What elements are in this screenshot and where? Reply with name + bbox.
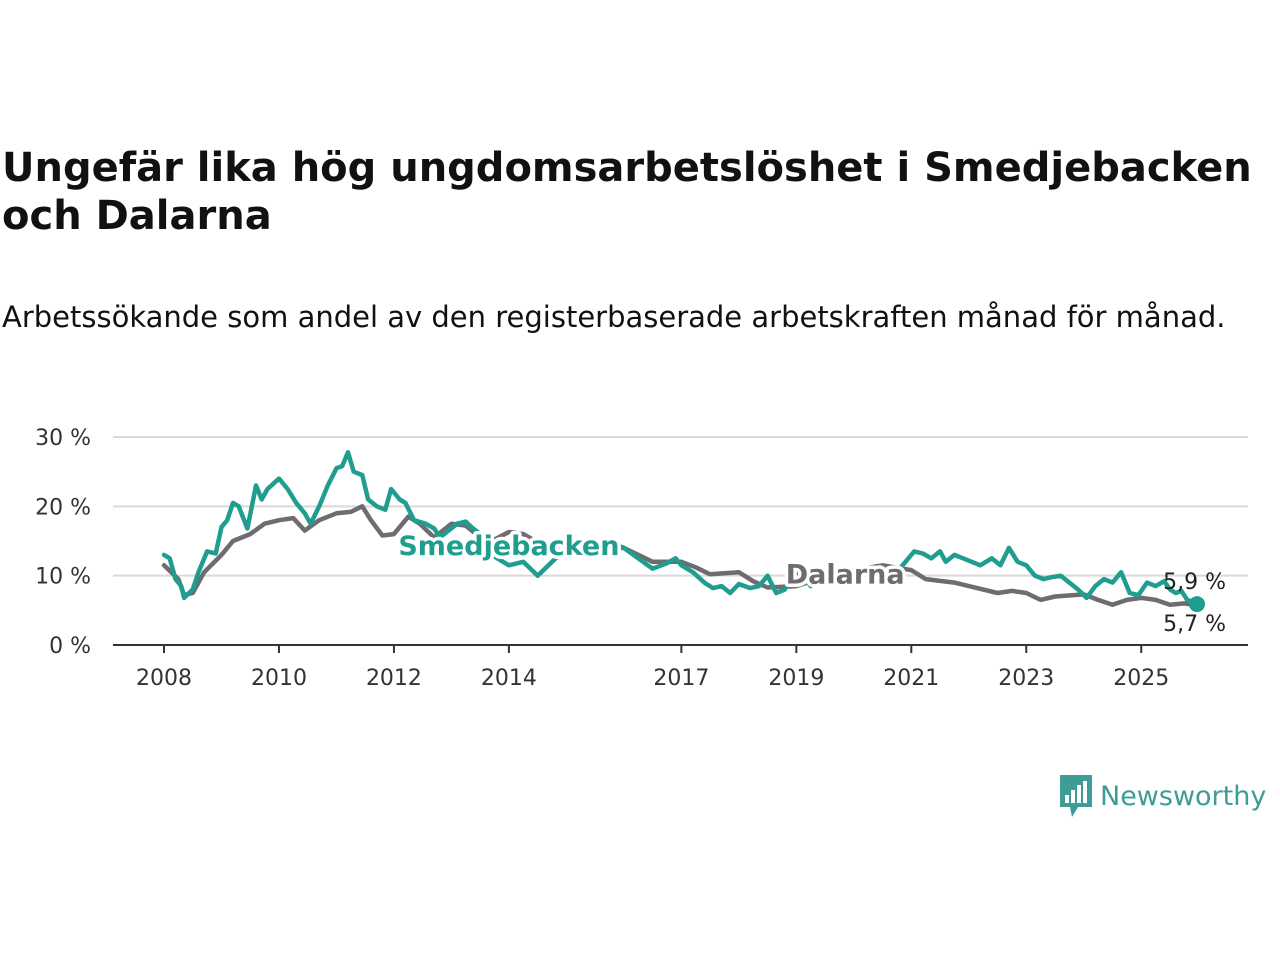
series-end-point-smedjebacken xyxy=(1189,596,1205,613)
series-label-smedjebacken: Smedjebacken xyxy=(398,531,619,562)
x-tick-label: 2012 xyxy=(366,666,422,691)
y-tick-label: 20 % xyxy=(35,495,91,520)
newsworthy-logo: Newsworthy xyxy=(1058,772,1266,820)
x-tick-label: 2008 xyxy=(136,666,192,691)
end-label-dalarna: 5,7 % xyxy=(1163,612,1226,637)
x-tick-label: 2010 xyxy=(251,666,307,691)
series-label-dalarna: Dalarna xyxy=(786,559,905,590)
y-tick-label: 0 % xyxy=(49,634,91,659)
series-line-smedjebacken xyxy=(161,450,1200,607)
newsworthy-logo-text: Newsworthy xyxy=(1100,780,1267,812)
newsworthy-logo-icon xyxy=(1060,775,1092,817)
series-lines xyxy=(161,450,1205,613)
chart-title: Ungefär lika hög ungdomsarbetslöshet i S… xyxy=(2,145,1252,239)
x-tick-label: 2019 xyxy=(768,666,824,691)
y-axis-tick-labels: 0 % 10 % 20 % 30 % xyxy=(35,426,91,659)
grid-lines xyxy=(113,436,1248,577)
end-labels: 5,9 % 5,7 % xyxy=(1163,570,1226,637)
x-tick-label: 2014 xyxy=(481,666,537,691)
x-axis-ticks: 2008 2010 2012 2014 2017 2019 2021 2023 2025 xyxy=(136,645,1169,691)
x-tick-label: 2023 xyxy=(998,666,1054,691)
end-label-smedjebacken: 5,9 % xyxy=(1163,570,1226,595)
x-tick-label: 2021 xyxy=(883,666,939,691)
series-annotations: Smedjebacken Dalarna xyxy=(395,527,908,593)
chart-subtitle: Arbetssökande som andel av den registerb… xyxy=(2,300,1226,334)
y-tick-label: 10 % xyxy=(35,565,91,590)
x-tick-label: 2017 xyxy=(653,666,709,691)
x-tick-label: 2025 xyxy=(1113,666,1169,691)
series-line-dalarna xyxy=(161,504,1200,608)
y-tick-label: 30 % xyxy=(35,426,91,451)
